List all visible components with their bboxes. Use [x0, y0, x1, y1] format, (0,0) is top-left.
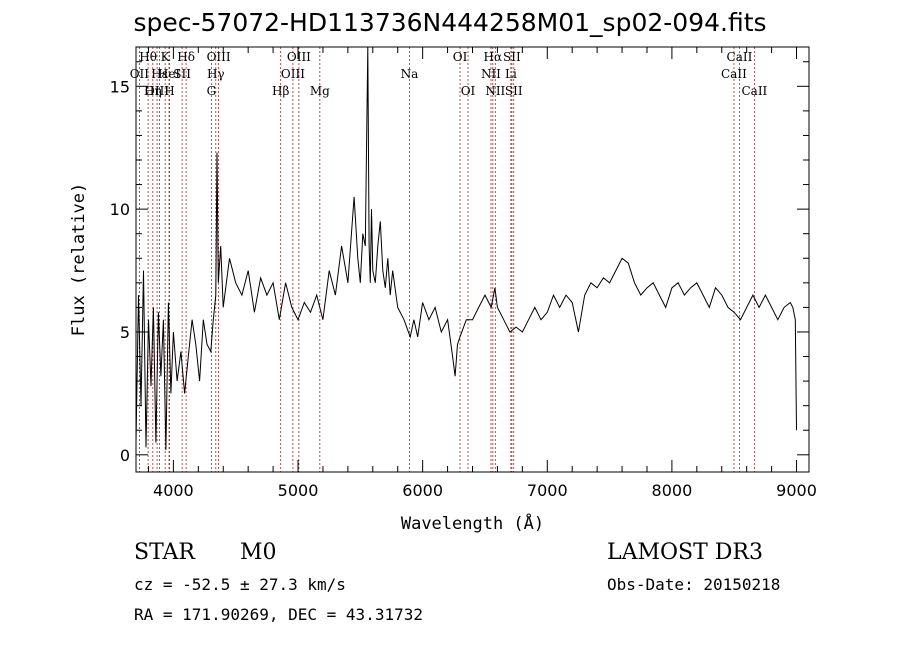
object-class: STAR: [134, 540, 195, 565]
line-marker-label-16: Mg: [310, 84, 330, 98]
redshift-velocity: cz = -52.5 ± 27.3 km/s: [134, 575, 346, 594]
line-marker-label-8: Hδ: [177, 50, 195, 64]
survey-name: LAMOST DR3: [607, 540, 763, 565]
line-marker-label-4: Hη: [144, 84, 162, 98]
line-marker-label-3: Hε: [151, 67, 168, 81]
line-marker-label-13: OIII: [287, 50, 311, 64]
coordinates: RA = 171.90269, DEC = 43.31732: [134, 605, 423, 624]
chart-title: spec-57072-HD113736N444258M01_sp02-094.f…: [133, 8, 767, 37]
line-marker-label-20: Hα: [484, 50, 503, 64]
y-tick-label-0: 0: [120, 446, 130, 465]
line-marker-label-17: Na: [401, 67, 419, 81]
line-marker-label-23: Li: [505, 67, 517, 81]
x-tick-label-3: 7000: [527, 481, 568, 500]
line-marker-label-7: HeI: [158, 67, 181, 81]
line-marker-label-25: SII: [505, 84, 523, 98]
y-tick-label-3: 15: [110, 77, 130, 96]
line-marker-label-26: CaII: [727, 50, 753, 64]
line-marker-label-27: CaII: [721, 67, 747, 81]
line-marker-label-5: K: [161, 50, 171, 64]
y-tick-label-2: 10: [110, 200, 130, 219]
line-marker-label-11: Hγ: [207, 67, 225, 81]
y-tick-label-1: 5: [120, 323, 130, 342]
line-marker-label-1: OII: [130, 67, 150, 81]
line-marker-label-12: G: [207, 84, 217, 98]
line-marker-label-28: CaII: [741, 84, 767, 98]
x-tick-label-5: 9000: [776, 481, 817, 500]
line-marker-label-10: OIII: [207, 50, 231, 64]
x-tick-label-1: 5000: [278, 481, 319, 500]
x-tick-label-0: 4000: [153, 481, 194, 500]
y-axis-label: Flux (relative): [69, 183, 89, 337]
line-marker-label-0: Hθ: [139, 50, 157, 64]
line-marker-label-6: H: [164, 84, 174, 98]
spectrum-line: [135, 46, 797, 450]
line-marker-label-24: NII: [485, 84, 505, 98]
x-tick-label-4: 8000: [652, 481, 693, 500]
plot-frame: [135, 46, 810, 473]
line-marker-label-18: OI: [453, 50, 468, 64]
x-axis-label: Wavelength (Å): [401, 512, 544, 534]
x-tick-label-2: 6000: [402, 481, 443, 500]
x-axis-ticks: 4000 5000 6000 7000 8000 9000: [147, 47, 817, 500]
y-axis-ticks: 0 5 10 15: [110, 61, 809, 465]
line-marker-labels-layer: Hθ OII OIII Hε Hη K H HeI Hδ SII OIII Hγ G OIII OIII Hβ…: [130, 50, 768, 98]
observation-date: Obs-Date: 20150218: [607, 575, 781, 594]
line-marker-label-2: OIII: [145, 84, 169, 98]
line-marker-label-15: Hβ: [272, 84, 289, 98]
line-marker-label-14: OIII: [281, 67, 305, 81]
line-marker-label-19: OI: [461, 84, 476, 98]
object-subclass: M0: [240, 540, 277, 565]
line-marker-label-22: NII: [481, 67, 501, 81]
line-marker-label-21: SII: [503, 50, 521, 64]
line-marker-label-9: SII: [173, 67, 191, 81]
line-markers-layer: [138, 47, 755, 472]
